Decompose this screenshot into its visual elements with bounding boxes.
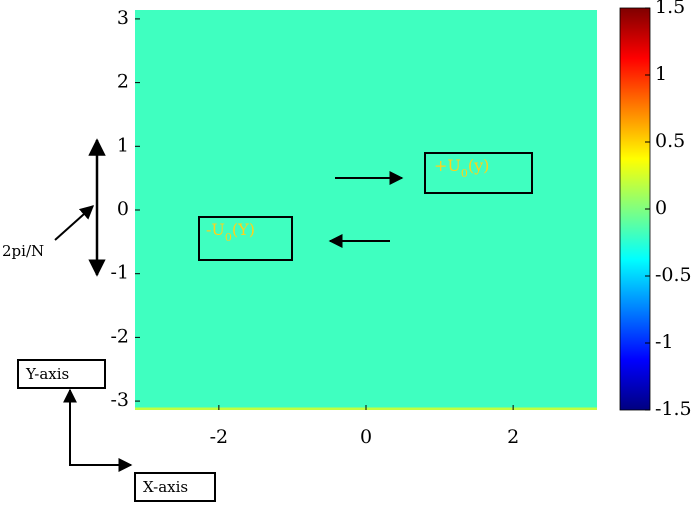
annotation: Y-axis (25, 365, 69, 383)
annotation: 2pi/N (2, 242, 44, 260)
colorbar-tick-label: -1.5 (655, 398, 692, 420)
x-tick-label: 0 (360, 426, 372, 448)
colorbar-tick-label: 0.5 (655, 130, 685, 152)
colorbar-tick-label: -1 (655, 331, 674, 353)
y-tick-label: 2 (117, 71, 129, 93)
y-tick-label: 3 (117, 7, 129, 29)
annotation-box (424, 152, 533, 194)
y-tick-label: -2 (110, 325, 129, 347)
y-tick-label: 0 (117, 198, 129, 220)
x-tick-label: 2 (507, 426, 519, 448)
colorbar-tick-label: -0.5 (655, 264, 692, 286)
annotation: +U0(y) (434, 156, 489, 181)
y-tick-label: -1 (110, 262, 129, 284)
annotation-box (198, 216, 293, 261)
y-tick-label: -3 (110, 389, 129, 411)
arrow (54, 205, 95, 241)
colorbar-tick-label: 1.5 (655, 0, 685, 18)
label-box (17, 359, 106, 389)
colorbar-tick-label: 1 (655, 63, 667, 85)
annotation: -U0(Y) (206, 220, 255, 245)
label-box (134, 472, 216, 502)
axis-arrows (63, 388, 133, 472)
x-tick-label: -2 (210, 426, 229, 448)
heatmap (135, 10, 597, 410)
y-tick-label: 1 (117, 134, 129, 156)
annotation: X-axis (143, 478, 188, 496)
colorbar-tick-label: 0 (655, 197, 667, 219)
